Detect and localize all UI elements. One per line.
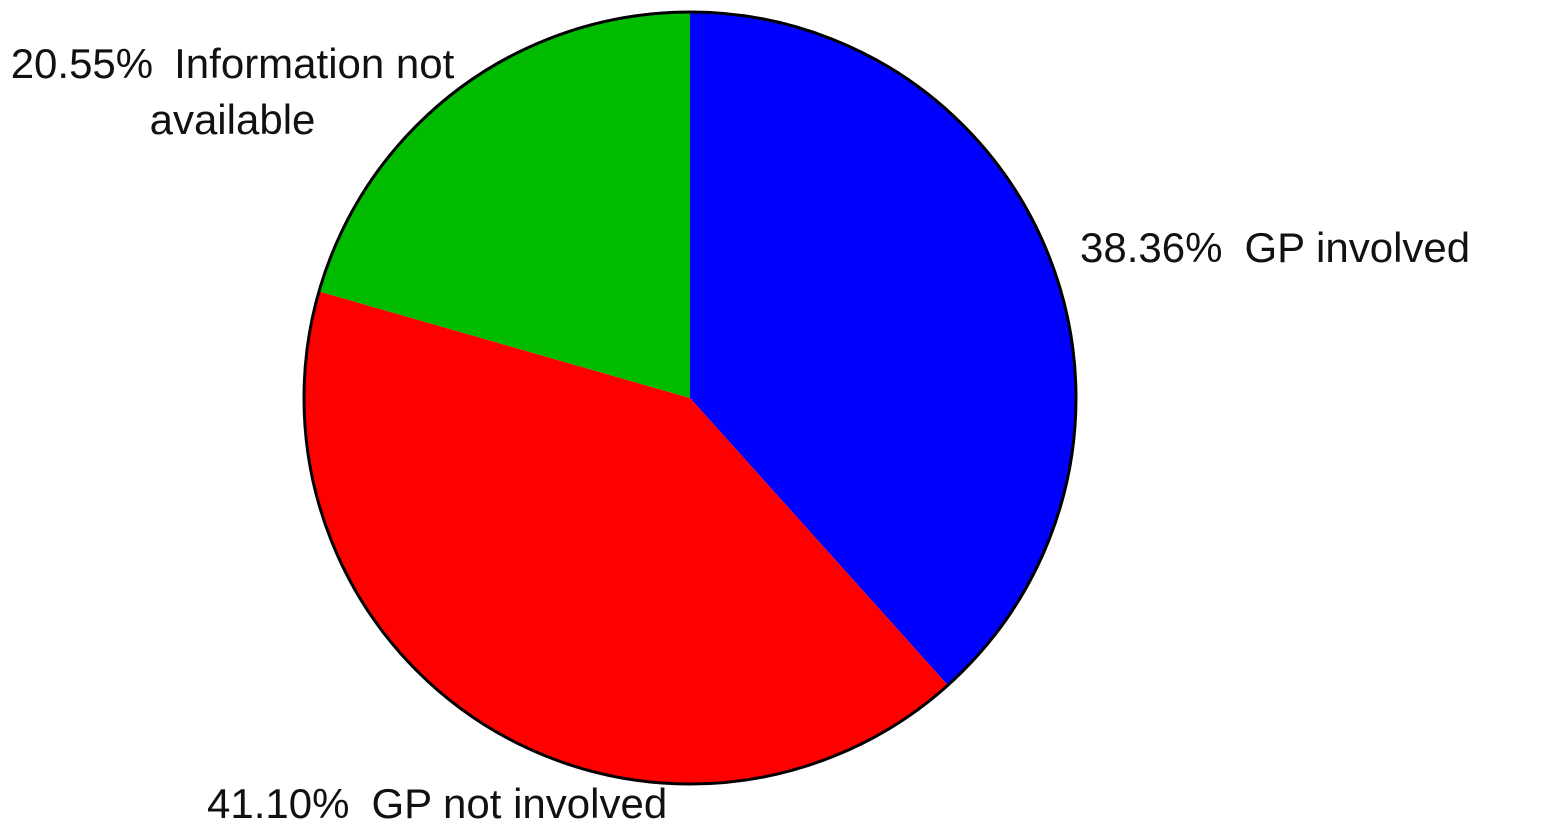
pie-outline <box>302 10 1078 786</box>
pie-slice <box>319 12 690 398</box>
slice-label: 20.55% Information not available <box>0 36 465 148</box>
value-label: 20.55% <box>10 40 154 87</box>
category-label: GP involved <box>1244 224 1470 271</box>
category-label: Information not available <box>149 40 455 143</box>
value-label: 41.10% <box>207 780 349 826</box>
slices <box>303 12 1076 785</box>
slice-label: 41.10% GP not involved <box>207 780 667 826</box>
slice-label: 38.36% GP involved <box>1080 224 1470 271</box>
pie-slice <box>303 291 948 785</box>
pie-slice <box>690 12 1076 686</box>
value-label: 38.36% <box>1080 224 1222 271</box>
category-label: GP not involved <box>371 780 667 826</box>
